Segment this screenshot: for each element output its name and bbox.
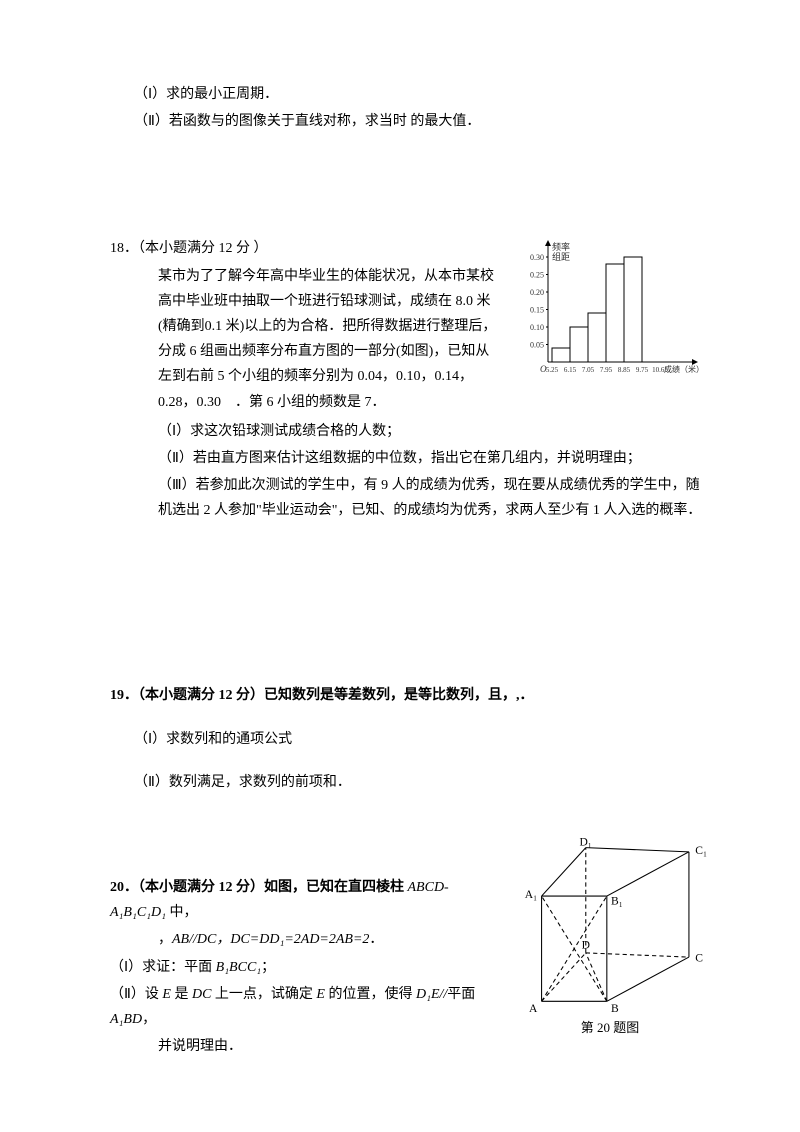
q19-part2: （Ⅱ）数列满足，求数列的前项和． xyxy=(110,770,710,795)
svg-text:9.75: 9.75 xyxy=(636,366,649,374)
svg-text:0.05: 0.05 xyxy=(530,341,544,350)
q20-p2-f: E xyxy=(316,987,325,1002)
svg-text:D₁: D₁ xyxy=(579,836,591,849)
q-pre-part2: （Ⅱ）若函数与的图像关于直线对称，求当时 的最大值． xyxy=(110,109,710,134)
svg-text:0.20: 0.20 xyxy=(530,288,544,297)
q20-p2-e: 上一点，试确定 xyxy=(211,987,316,1002)
q20-p2-k: ， xyxy=(142,1012,156,1027)
q20-p2-j: A₁BD xyxy=(110,1012,142,1027)
question-19: 19．（本小题满分 12 分）已知数列是等差数列，是等比数列，且，,． （Ⅰ）求… xyxy=(110,683,710,795)
q20-p2-a: （Ⅱ）设 xyxy=(110,987,162,1002)
svg-text:频率: 频率 xyxy=(552,241,570,252)
q19-header: 19．（本小题满分 12 分）已知数列是等差数列，是等比数列，且，,． xyxy=(110,688,534,703)
svg-text:C: C xyxy=(695,951,703,964)
q18-part3: （Ⅲ）若参加此次测试的学生中，有 9 人的成绩为优秀，现在要从成绩优秀的学生中，… xyxy=(110,473,710,523)
svg-text:0.30: 0.30 xyxy=(530,253,544,262)
q18-body: 某市为了了解今年高中毕业生的体能状况，从本市某校高中毕业班中抽取一个班进行铅球测… xyxy=(110,264,502,415)
svg-text:组距: 组距 xyxy=(552,251,570,262)
q20-p1-tail: ； xyxy=(261,960,275,975)
svg-text:0.15: 0.15 xyxy=(530,306,544,315)
q-pre-part1: （Ⅰ）求的最小正周期． xyxy=(110,82,710,107)
q20-figure-wrap: A B C D A₁ B₁ C₁ D₁ 第 20 题图 xyxy=(510,835,710,1039)
question-20: ABCDA₁B₁C₁D₁ 第 20 题图 20．（本小题满分 12 分）如图，已… xyxy=(110,875,710,1059)
svg-text:7.05: 7.05 xyxy=(582,366,595,374)
q20-header-tail: 中， xyxy=(166,905,198,920)
q20-p2-d: DC xyxy=(192,987,211,1002)
q18-part1: （Ⅰ）求这次铅球测试成绩合格的人数； xyxy=(110,419,710,444)
q18-header: 18．（本小题满分 12 分 ） xyxy=(110,236,502,261)
svg-text:D: D xyxy=(582,939,590,952)
q20-prism-diagram: A B C D A₁ B₁ C₁ D₁ xyxy=(510,835,710,1014)
svg-text:8.85: 8.85 xyxy=(618,366,631,374)
q20-p2-c: 是 xyxy=(171,987,192,1002)
q18-histogram: 0.050.100.150.200.250.30频率组距O5.256.157.0… xyxy=(510,234,710,384)
q20-line1-prefix: ， xyxy=(158,932,172,947)
svg-text:7.95: 7.95 xyxy=(600,366,613,374)
svg-text:B₁: B₁ xyxy=(611,894,623,907)
q18-part2: （Ⅱ）若由直方图来估计这组数据的中位数，指出它在第几组内，并说明理由； xyxy=(110,446,710,471)
svg-text:B: B xyxy=(611,1002,619,1014)
svg-text:C₁: C₁ xyxy=(695,844,707,857)
q20-p2-i: 平面 xyxy=(447,987,475,1002)
question-18: 18．（本小题满分 12 分 ） 某市为了了解今年高中毕业生的体能状况，从本市某… xyxy=(110,234,710,523)
svg-text:成绩（米）: 成绩（米） xyxy=(664,364,704,374)
q20-p2-h: D₁E// xyxy=(416,987,447,1002)
svg-text:6.15: 6.15 xyxy=(564,366,577,374)
q20-line1-tail: ． xyxy=(369,932,383,947)
svg-text:A₁: A₁ xyxy=(525,888,537,901)
q20-p2-b: E xyxy=(162,987,171,1002)
q20-header-lead: 20．（本小题满分 12 分）如图，已知在直四棱柱 xyxy=(110,880,408,895)
svg-text:5.25: 5.25 xyxy=(546,366,559,374)
q20-p1-prefix: （Ⅰ）求证：平面 xyxy=(110,960,216,975)
q20-p2-g: 的位置，使得 xyxy=(325,987,416,1002)
svg-text:0.10: 0.10 xyxy=(530,323,544,332)
q20-caption: 第 20 题图 xyxy=(510,1016,710,1039)
q20-line1-math: AB//DC，DC=DD₁=2AD=2AB=2 xyxy=(172,932,369,947)
svg-text:0.25: 0.25 xyxy=(530,271,544,280)
q19-part1: （Ⅰ）求数列和的通项公式 xyxy=(110,727,710,752)
q20-p1-math: B₁BCC₁ xyxy=(216,960,262,975)
svg-text:A: A xyxy=(529,1002,538,1014)
